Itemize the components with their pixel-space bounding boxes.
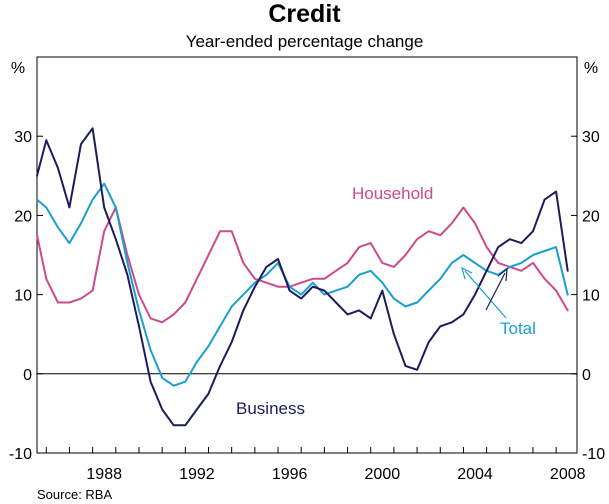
x-axis: 1988 1992 1996 2000 2004 2008 [45, 447, 586, 483]
y-tick-label-left: 20 [14, 208, 32, 225]
source-note: Source: RBA [37, 487, 112, 502]
total-label: Total [500, 319, 536, 338]
plot-frame [36, 56, 578, 454]
y-axis-left: -10 0 10 20 30 [9, 129, 43, 463]
y-axis-right: -10 0 10 20 30 [571, 129, 605, 463]
y-tick-label-right: 0 [582, 367, 591, 384]
y-tick-label-right: 10 [582, 288, 600, 305]
business-label: Business [236, 399, 305, 418]
x-tick-label: 1992 [179, 466, 215, 483]
household-line [36, 206, 569, 324]
x-tick-label: 2004 [457, 466, 493, 483]
y-unit-right: % [584, 60, 598, 77]
y-tick-label-left: 30 [14, 129, 32, 146]
total-arrow [461, 266, 507, 319]
chart-title: Credit [268, 0, 341, 28]
y-tick-label-right: 20 [582, 208, 600, 225]
y-tick-label-left: -10 [9, 446, 32, 463]
x-tick-label: 1996 [272, 466, 308, 483]
total-line [36, 182, 569, 387]
y-tick-label-left: 0 [23, 367, 32, 384]
chart-subtitle: Year-ended percentage change [186, 32, 424, 51]
series-lines [36, 127, 569, 427]
y-tick-label-right: 30 [582, 129, 600, 146]
business-line [36, 127, 569, 427]
y-tick-label-right: -10 [582, 446, 605, 463]
y-unit-left: % [11, 60, 25, 77]
x-tick-label: 2000 [365, 466, 401, 483]
x-tick-label: 2008 [550, 466, 586, 483]
y-tick-label-left: 10 [14, 288, 32, 305]
x-tick-label: 1988 [86, 466, 122, 483]
business-arrow [485, 267, 508, 311]
household-label: Household [352, 184, 433, 203]
